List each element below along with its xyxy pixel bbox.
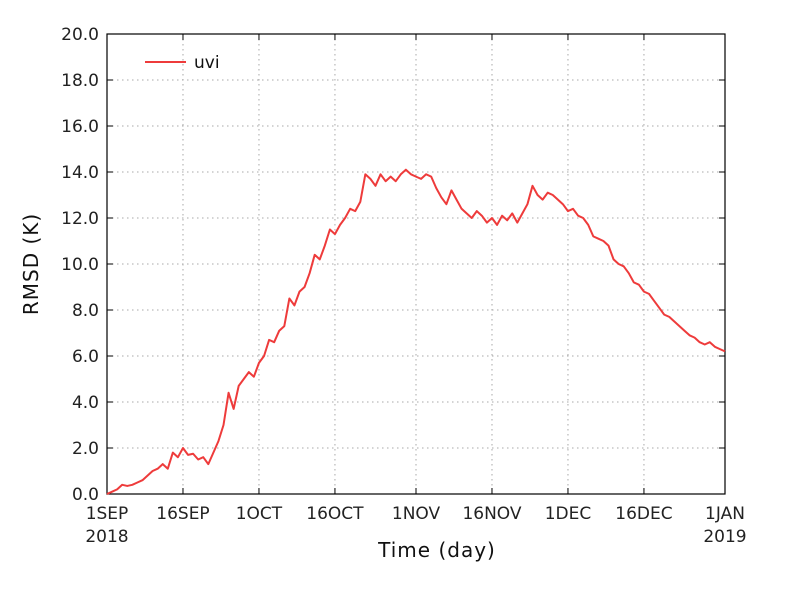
legend: uvi	[145, 53, 220, 73]
x-tick-label: 16OCT	[306, 504, 364, 524]
y-tick-label: 2.0	[72, 439, 99, 459]
x-tick-label: 16SEP	[156, 504, 209, 524]
x-tick-label: 16DEC	[615, 504, 672, 524]
y-tick-label: 18.0	[61, 71, 99, 91]
y-axis-ticks: 0.0 2.0 4.0 6.0 8.0 10.0 12.0 14.0 16.0 18.0 20.0	[61, 25, 725, 505]
grid-lines	[107, 34, 725, 494]
x-tick-sublabel: 2018	[85, 527, 128, 547]
x-tick-label: 16NOV	[462, 504, 521, 524]
x-tick-label: 1SEP	[86, 504, 129, 524]
y-tick-label: 4.0	[72, 393, 99, 413]
y-tick-label: 14.0	[61, 163, 99, 183]
x-tick-sublabel: 2019	[703, 527, 746, 547]
x-axis-ticks: 1SEP 2018 16SEP 1OCT 16OCT 1NOV 16NOV 1DEC 16DEC…	[85, 34, 747, 547]
y-tick-label: 16.0	[61, 117, 99, 137]
series-layer	[106, 168, 726, 495]
x-tick-label: 1JAN	[705, 504, 745, 524]
y-tick-label: 6.0	[72, 347, 99, 367]
y-tick-label: 8.0	[72, 301, 99, 321]
y-axis-title: RMSD (K)	[19, 213, 43, 315]
y-tick-label: 10.0	[61, 255, 99, 275]
y-tick-label: 20.0	[61, 25, 99, 45]
y-tick-label: 12.0	[61, 209, 99, 229]
series-line-uvi	[106, 168, 726, 495]
x-tick-label: 1DEC	[545, 504, 592, 524]
x-tick-label: 1OCT	[236, 504, 283, 524]
x-tick-label: 1NOV	[392, 504, 441, 524]
x-axis-title: Time (day)	[377, 538, 496, 562]
y-tick-label: 0.0	[72, 485, 99, 505]
legend-label-uvi: uvi	[194, 53, 220, 73]
